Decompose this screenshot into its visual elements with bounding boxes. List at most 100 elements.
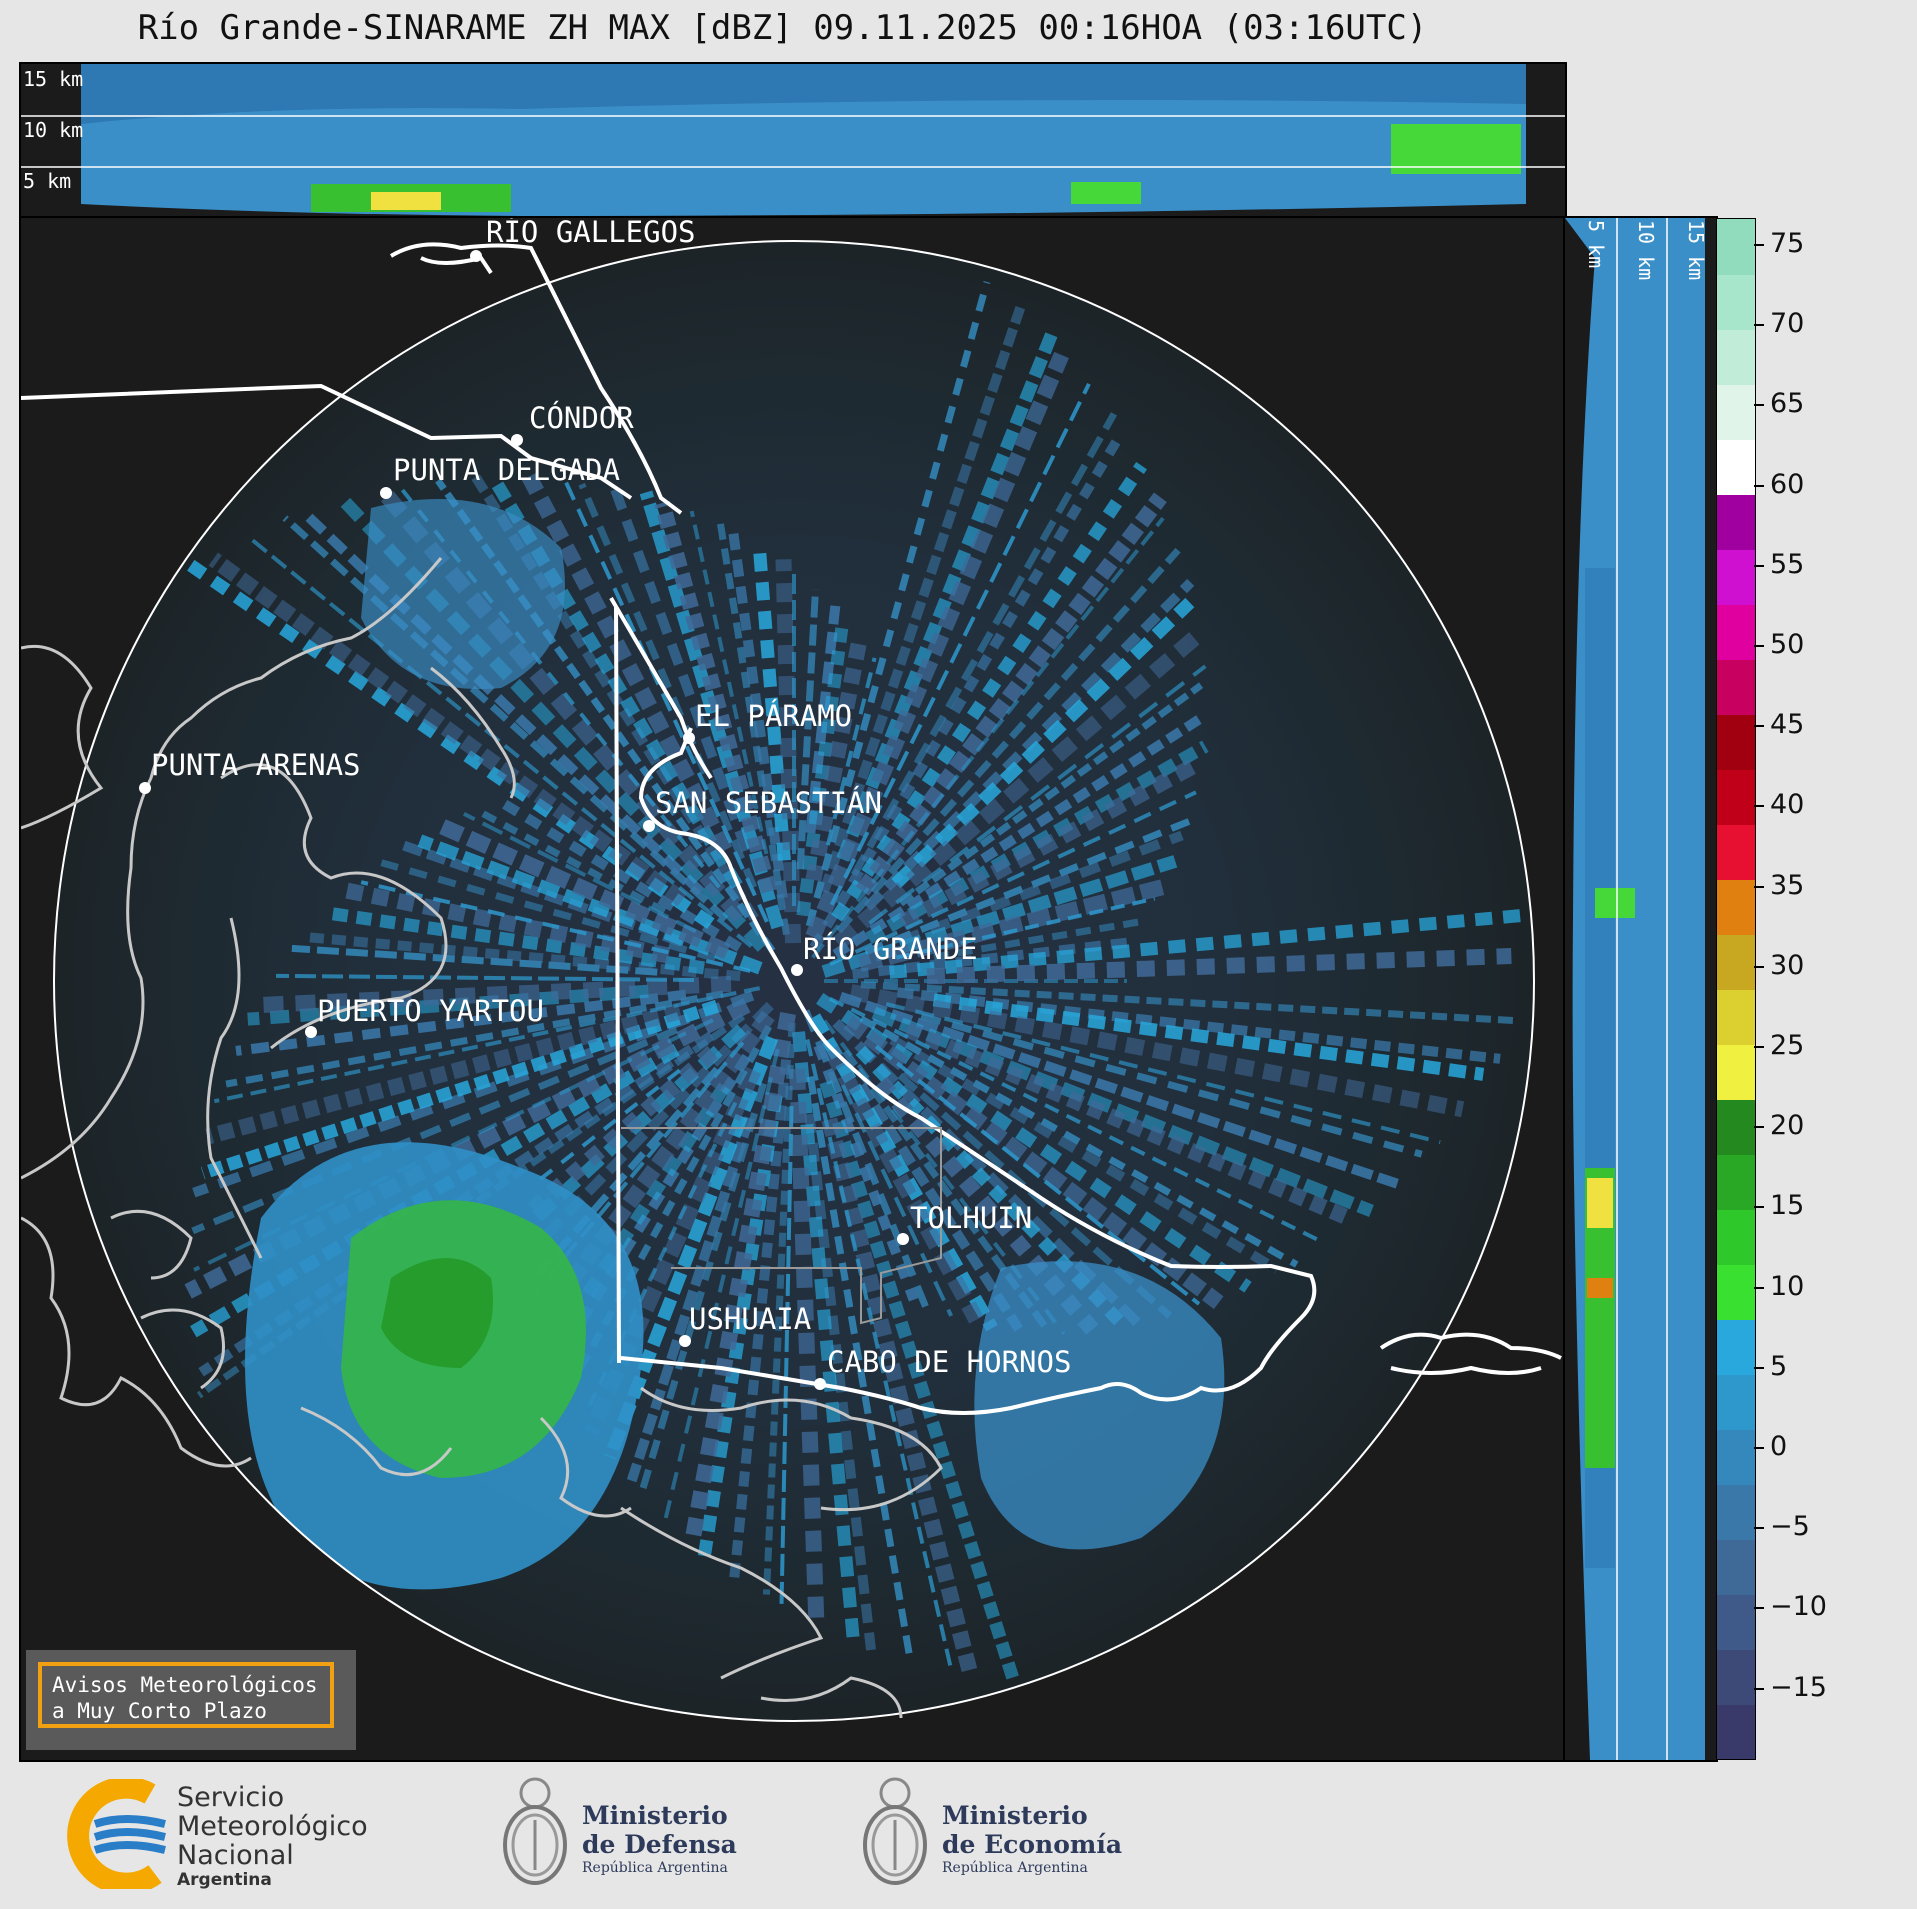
radar-map[interactable]: RÍO GALLEGOS CÓNDOR PUNTA DELGADA EL PÁR…: [19, 216, 1567, 1762]
colorbar-tick: [1754, 965, 1764, 968]
echo-ray: [805, 281, 991, 927]
colorbar-band: [1717, 1319, 1755, 1375]
echo-ray: [235, 989, 687, 1056]
echo-ray: [828, 996, 1326, 1245]
echo-ray: [832, 711, 1207, 959]
echo-ray: [835, 547, 1181, 934]
echo-ray: [821, 855, 1178, 978]
echo-ray: [895, 896, 1156, 960]
echo-ray: [435, 478, 776, 953]
echo-ray: [192, 990, 755, 1198]
echo-ray: [863, 578, 1195, 911]
logo-ministerio-defensa: Ministerio de Defensa República Argentin…: [490, 1775, 750, 1895]
colorbar-band: [1717, 824, 1755, 880]
colorbar-band: [1717, 989, 1755, 1045]
echo-ray: [889, 908, 1525, 979]
city-label-tolhuin: TOLHUIN: [910, 1201, 1032, 1235]
city-dot-rio-grande: [791, 964, 803, 976]
echo-ray: [578, 482, 758, 889]
echo-ray: [225, 990, 724, 1088]
echo-ray: [561, 475, 769, 923]
colorbar-tick-label: 65: [1770, 388, 1805, 420]
echo-ray: [829, 790, 1197, 966]
colorbar-band: [1717, 1594, 1755, 1650]
echo-ray: [898, 756, 1202, 930]
echo-ray: [831, 462, 1147, 922]
coastline-chile: [21, 557, 943, 1719]
echo-ray: [841, 1084, 954, 1317]
echo-ray: [849, 984, 1465, 1118]
colorbar-bands: [1717, 219, 1755, 1759]
colorbar-band: [1717, 384, 1755, 440]
colorbar-tick: [1754, 564, 1764, 567]
colorbar-tick: [1754, 404, 1764, 407]
echo-ray: [821, 1117, 979, 1679]
colorbar-band: [1717, 1484, 1755, 1540]
echo-ray: [802, 1009, 931, 1312]
echo-ray: [762, 1022, 796, 1595]
echo-ray: [342, 882, 671, 964]
alert-box[interactable]: Avisos Meteorológicos a Muy Corto Plazo: [26, 1650, 356, 1750]
alert-box-inner: Avisos Meteorológicos a Muy Corto Plazo: [38, 1662, 334, 1728]
colorbar-band: [1717, 274, 1755, 330]
smn-line-1: Servicio: [177, 1782, 285, 1813]
colorbar-tick-label: 60: [1770, 468, 1805, 500]
city-dot-punta-delgada: [380, 487, 392, 499]
echo-ray: [874, 1044, 1201, 1306]
echo-ray: [926, 947, 1512, 985]
alert-line-1: Avisos Meteorológicos: [52, 1673, 318, 1697]
echo-ray: [521, 472, 733, 854]
colorbar-tick: [1754, 1447, 1764, 1449]
echo-ray: [190, 1043, 680, 1338]
colorbar-tick-label: −10: [1770, 1591, 1827, 1623]
side-cross-section: 5 km 10 km 15 km: [1563, 216, 1718, 1762]
colorbar-band: [1717, 1264, 1755, 1320]
logo-ministerio-economia: Ministerio de Economía República Argenti…: [850, 1775, 1130, 1895]
echo-ray: [859, 1015, 1299, 1268]
city-label-cabo-de-hornos: CABO DE HORNOS: [827, 1345, 1071, 1379]
defensa-emblem: [503, 1777, 567, 1885]
colorbar-band: [1717, 219, 1755, 275]
echo-ray: [932, 993, 1485, 1081]
colorbar-band: [1717, 714, 1755, 770]
echo-ray: [626, 1116, 755, 1483]
echo-ray: [247, 984, 649, 1026]
echo-ray: [806, 1076, 914, 1660]
echo-ray: [829, 382, 1091, 906]
defensa-line-3: República Argentina: [582, 1860, 728, 1876]
echo-upper-area: [81, 64, 1526, 124]
colorbar-tick: [1754, 725, 1764, 728]
city-dot-ushuaia: [679, 1335, 691, 1347]
echo-ray: [857, 878, 1169, 972]
height-label-15: 15 km: [23, 67, 83, 91]
echo-ray: [191, 1026, 679, 1235]
city-dot-punta-arenas: [139, 782, 151, 794]
echo-ray: [838, 991, 1399, 1189]
side-height-label-15: 15 km: [1684, 220, 1708, 280]
colorbar-band: [1717, 934, 1755, 990]
echo-ray: [689, 510, 769, 855]
colorbar-tick-label: −15: [1770, 1671, 1827, 1703]
echo-ray: [500, 799, 742, 952]
echo-ray: [697, 1094, 783, 1560]
smn-line-3: Nacional: [177, 1840, 294, 1871]
height-label-10: 10 km: [23, 118, 83, 142]
colorbar-tick: [1754, 1687, 1764, 1690]
smn-emblem: [67, 1779, 166, 1889]
echo-ray: [479, 809, 667, 915]
logo-smn: Servicio Meteorológico Nacional Argentin…: [55, 1775, 395, 1895]
echo-green-cell: [1391, 124, 1521, 174]
colorbar-tick-label: 5: [1770, 1350, 1788, 1382]
colorbar-tick-label: 30: [1770, 949, 1805, 981]
echo-ray: [276, 973, 695, 982]
city-label-puerto-yartou: PUERTO YARTOU: [317, 994, 544, 1028]
page-title: Río Grande-SINARAME ZH MAX [dBZ] 09.11.2…: [137, 8, 1428, 48]
city-label-condor: CÓNDOR: [529, 401, 634, 435]
echo-ray: [805, 1039, 953, 1667]
echo-ray: [903, 1021, 1356, 1227]
colorbar-band: [1717, 494, 1755, 550]
echo-ray: [891, 597, 1195, 889]
colorbar-tick: [1754, 885, 1764, 888]
echo-ray: [855, 492, 1167, 896]
side-echo-cell: [1595, 888, 1635, 918]
